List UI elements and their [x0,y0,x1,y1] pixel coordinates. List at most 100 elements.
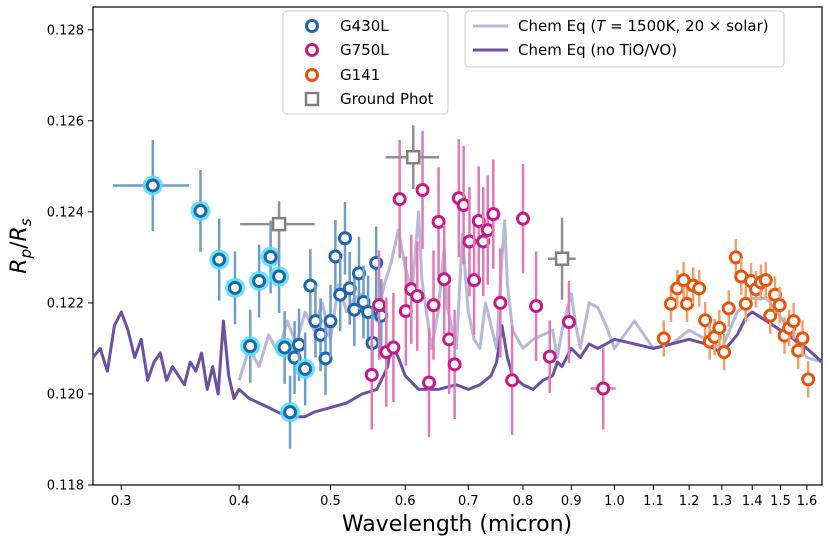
g750l-marker [422,375,437,390]
g141-point-20 [763,297,778,334]
g141-point-15 [738,285,753,323]
g430l-marker [212,252,227,267]
y-tick-label-3: 0.124 [47,205,84,220]
legend-lines-box [464,10,785,68]
g430l-point-9 [280,375,301,449]
legend-g141-label: G141 [340,66,380,84]
ground-phot-marker [406,149,421,165]
g750l-point-26 [529,251,544,361]
g430l-marker [292,337,307,352]
g141-point-0 [656,320,671,357]
g141-point-13 [728,239,743,276]
legend-no-tio-label: Chem Eq (no TiO/VO) [518,41,677,59]
g430l-marker [193,203,208,218]
plot-frame [92,6,823,486]
legend-g750l: G750L [305,41,389,59]
g430l-point-16 [318,322,333,395]
series-ground-phot [240,125,576,300]
g750l-marker [467,273,482,288]
g750l-marker [415,183,430,198]
y-label-r-den: R [7,226,32,241]
legend-g430l-label: G430L [340,17,389,35]
g430l-point-10 [287,321,302,394]
g141-point-10 [712,309,727,347]
g141-point-4 [680,285,695,323]
g750l-marker [561,315,576,330]
g750l-point-4 [392,139,407,259]
x-tick-label-3: 0.6 [395,494,416,509]
g750l-marker [596,381,611,396]
g750l-marker [516,211,531,226]
g750l-point-7 [410,241,425,351]
g750l-point-11 [431,167,446,277]
g750l-marker [480,223,495,238]
g430l-point-4 [240,309,261,383]
g750l-marker [372,298,387,313]
ground-phot-marker [271,216,287,232]
g750l-marker [529,299,544,314]
ground-phot-point-2 [547,217,576,300]
g750l-point-29 [590,347,616,430]
g141-point-19 [758,261,773,299]
g750l-point-18 [467,225,482,335]
g430l-marker [277,340,292,355]
g141-marker [721,301,736,316]
g141-marker [786,314,801,329]
x-tick-label-0: 0.3 [111,494,132,509]
g430l-marker [318,351,333,366]
g750l-point-10 [426,250,441,360]
g750l-marker [447,357,462,372]
legend-chem-eq-pre: Chem Eq ( [518,17,596,35]
g141-point-12 [721,290,736,327]
g430l-point-8 [274,311,295,384]
g750l-marker [392,192,407,207]
series-g141 [656,239,816,398]
g750l-marker [437,272,452,287]
ground-phot-point-0 [240,201,315,247]
y-tick-label-2: 0.122 [47,296,84,311]
legend-markers-box [282,10,449,115]
ground-phot-point-1 [385,125,440,190]
g141-marker [795,331,810,346]
g750l-marker [542,349,557,364]
g430l-point-13 [303,249,318,323]
legend-markers: G430L G750L G141 Ground Phot [282,10,449,115]
y-tick-label-5: 0.128 [47,23,84,38]
g430l-marker [272,269,287,284]
g430l-point-3 [224,251,245,325]
g141-marker [663,296,678,311]
x-tick-label-13: 1.6 [797,494,818,509]
g430l-point-2 [209,218,230,301]
legend-chem-eq-post: = 1500K, 20 × solar) [605,17,768,35]
g750l-point-1 [372,250,387,360]
g750l-point-0 [364,320,379,430]
legend-g750l-marker [305,43,319,57]
g750l-marker [456,198,471,213]
legend-ground-phot-marker [304,91,320,107]
g750l-point-9 [422,327,437,438]
legend-chem-eq-t: T [596,17,607,35]
g141-marker [801,372,816,387]
g750l-point-12 [437,224,452,334]
g430l-marker [283,405,298,420]
g430l-point-5 [249,244,270,318]
g430l-marker [333,287,348,302]
legend-lines: Chem Eq (T = 1500K, 20 × solar) Chem Eq … [464,10,785,68]
g750l-marker [386,340,401,355]
g750l-marker [486,207,501,222]
g430l-point-18 [328,220,343,293]
g750l-marker [442,332,457,347]
g430l-point-0 [112,139,190,231]
x-tick-label-8: 1.1 [643,494,664,509]
g141-marker [763,308,778,323]
y-label-sub-num: p [17,249,35,260]
g141-marker [717,345,732,360]
series-g430l [112,139,389,449]
g141-point-27 [795,320,810,357]
g141-marker [728,250,743,265]
legend-g141: G141 [305,66,380,84]
g430l-point-20 [337,201,352,275]
g750l-marker [505,373,520,388]
g430l-marker [145,178,160,193]
